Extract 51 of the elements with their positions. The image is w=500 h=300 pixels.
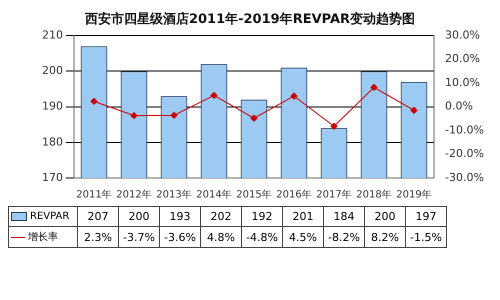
y-tick-label: 200 bbox=[42, 64, 63, 78]
y-tick-label: 190 bbox=[42, 100, 63, 113]
y2-tick-label: 10.0% bbox=[445, 76, 480, 89]
point bbox=[130, 112, 138, 120]
legend-label: 增长率 bbox=[8, 226, 78, 248]
y2-tick-label: 30.0% bbox=[445, 28, 480, 42]
data-label: 4.5% bbox=[282, 226, 324, 248]
data-label: -3.7% bbox=[118, 226, 160, 248]
point bbox=[290, 92, 298, 100]
x-tick-label: 2015年 bbox=[236, 188, 272, 201]
legend-label: REVPAR bbox=[8, 206, 78, 226]
point bbox=[170, 112, 178, 119]
data-label: 193 bbox=[160, 206, 200, 226]
point bbox=[330, 122, 338, 130]
data-label: 184 bbox=[324, 206, 364, 226]
y2-tick-label: -30.0% bbox=[445, 170, 484, 184]
point bbox=[90, 98, 98, 105]
data-label: 8.2% bbox=[364, 226, 406, 248]
point bbox=[410, 106, 418, 114]
data-label: 207 bbox=[78, 206, 118, 226]
data-label: 197 bbox=[406, 206, 446, 226]
data-label: -3.6% bbox=[160, 226, 200, 248]
data-label: 200 bbox=[118, 206, 160, 226]
y-tick-label: 170 bbox=[42, 170, 63, 184]
data-label: -8.2% bbox=[324, 226, 364, 248]
data-label: 200 bbox=[364, 206, 406, 226]
data-label: 192 bbox=[242, 206, 282, 226]
x-tick-label: 2017年 bbox=[316, 188, 352, 201]
x-tick-label: 2019年 bbox=[396, 188, 432, 201]
x-tick-label: 2018年 bbox=[356, 188, 392, 201]
x-tick-label: 2012年 bbox=[116, 188, 152, 201]
y2-tick-label: -10.0% bbox=[445, 123, 484, 136]
data-label: 2.3% bbox=[78, 226, 118, 248]
point bbox=[250, 114, 258, 122]
y2-tick-label: 20.0% bbox=[445, 52, 480, 66]
x-tick-label: 2011年 bbox=[76, 188, 112, 201]
point bbox=[370, 84, 378, 91]
data-label: -4.8% bbox=[242, 226, 282, 248]
data-label: 201 bbox=[282, 206, 324, 226]
x-tick-label: 2016年 bbox=[276, 188, 312, 201]
data-label: 202 bbox=[200, 206, 242, 226]
y2-tick-label: -20.0% bbox=[445, 147, 484, 160]
y2-tick-label: 0.0% bbox=[445, 100, 473, 113]
y-tick-label: 180 bbox=[42, 135, 63, 148]
data-label: 4.8% bbox=[200, 226, 242, 248]
x-tick-label: 2014年 bbox=[196, 188, 232, 201]
point bbox=[210, 92, 218, 99]
chart-title: 西安市四星级酒店2011年-2019年REVPAR变动趋势图 bbox=[84, 11, 416, 28]
y-tick-label: 210 bbox=[42, 28, 63, 42]
data-label: -1.5% bbox=[406, 226, 446, 248]
x-tick-label: 2013年 bbox=[156, 188, 192, 201]
